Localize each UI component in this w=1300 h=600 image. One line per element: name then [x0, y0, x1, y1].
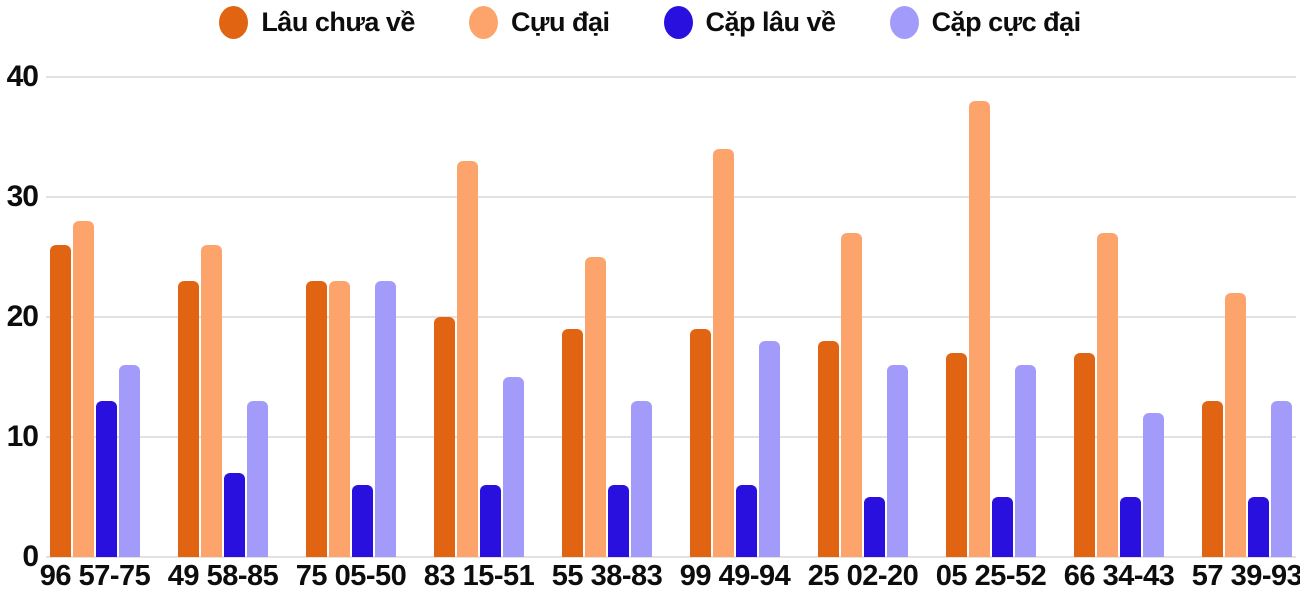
x-axis-label: 83 15-51	[423, 560, 535, 592]
legend-item-cap-cuc-ai[interactable]: Cặp cực đại	[889, 6, 1082, 39]
bar-cuu-ai[interactable]	[457, 161, 478, 557]
legend-item-cap-lau-ve[interactable]: Cặp lâu về	[663, 6, 837, 39]
legend-dot-icon	[663, 6, 693, 39]
bar-cap-lau-ve[interactable]	[480, 485, 501, 557]
legend-item-cuu-ai[interactable]: Cựu đại	[468, 6, 610, 39]
bar-cap-lau-ve[interactable]	[864, 497, 885, 557]
bar-cuu-ai[interactable]	[201, 245, 222, 557]
plot-area	[46, 76, 1296, 558]
bar-lau-chua-ve[interactable]	[818, 341, 839, 557]
bar-cap-lau-ve[interactable]	[736, 485, 757, 557]
bar-group	[946, 77, 1036, 557]
x-axis-label: 66 34-43	[1063, 560, 1175, 592]
bar-group	[434, 77, 524, 557]
legend-item-label: Lâu chưa về	[261, 7, 415, 37]
bar-cap-lau-ve[interactable]	[352, 485, 373, 557]
gridline	[46, 556, 1296, 558]
chart-legend: Lâu chưa về Cựu đại Cặp lâu về Cặp cực đại	[0, 6, 1300, 39]
x-axis-label: 96 57-75	[39, 560, 151, 592]
x-axis-label: 55 38-83	[551, 560, 663, 592]
bar-cap-lau-ve[interactable]	[96, 401, 117, 557]
bar-cap-lau-ve[interactable]	[224, 473, 245, 557]
bar-cap-cuc-ai[interactable]	[759, 341, 780, 557]
y-tick-label: 40	[6, 60, 39, 93]
bar-lau-chua-ve[interactable]	[690, 329, 711, 557]
bar-lau-chua-ve[interactable]	[1074, 353, 1095, 557]
x-axis-label: 49 58-85	[167, 560, 279, 592]
bar-group	[178, 77, 268, 557]
y-tick-label: 10	[6, 420, 39, 453]
bar-cap-cuc-ai[interactable]	[1271, 401, 1292, 557]
bar-cap-lau-ve[interactable]	[992, 497, 1013, 557]
bar-cuu-ai[interactable]	[713, 149, 734, 557]
bar-cap-cuc-ai[interactable]	[247, 401, 268, 557]
legend-item-label: Cựu đại	[510, 7, 610, 37]
bar-lau-chua-ve[interactable]	[1202, 401, 1223, 557]
bar-group	[50, 77, 140, 557]
bar-cap-cuc-ai[interactable]	[887, 365, 908, 557]
y-tick-label: 30	[6, 180, 39, 213]
bar-lau-chua-ve[interactable]	[434, 317, 455, 557]
bar-group	[1202, 77, 1292, 557]
x-axis: 96 57-75 49 58-85 75 05-50 83 15-51 55 38-83…	[39, 560, 1300, 592]
bar-cuu-ai[interactable]	[1097, 233, 1118, 557]
bar-group	[1074, 77, 1164, 557]
bar-group	[562, 77, 652, 557]
bar-lau-chua-ve[interactable]	[946, 353, 967, 557]
x-axis-label: 05 25-52	[935, 560, 1047, 592]
bar-group	[690, 77, 780, 557]
bar-cuu-ai[interactable]	[1225, 293, 1246, 557]
bar-cuu-ai[interactable]	[585, 257, 606, 557]
gridline	[46, 196, 1296, 198]
bar-group	[306, 77, 396, 557]
legend-dot-icon	[468, 6, 498, 39]
gridline	[46, 436, 1296, 438]
legend-item-label: Cặp lâu về	[705, 7, 837, 37]
bar-cap-cuc-ai[interactable]	[119, 365, 140, 557]
bar-lau-chua-ve[interactable]	[562, 329, 583, 557]
x-axis-label: 25 02-20	[807, 560, 919, 592]
gridline	[46, 316, 1296, 318]
x-axis-label: 57 39-93	[1191, 560, 1300, 592]
legend-item-label: Cặp cực đại	[931, 7, 1082, 37]
bar-cap-lau-ve[interactable]	[1248, 497, 1269, 557]
bar-group	[818, 77, 908, 557]
bar-cap-cuc-ai[interactable]	[1143, 413, 1164, 557]
bar-lau-chua-ve[interactable]	[178, 281, 199, 557]
bar-cuu-ai[interactable]	[969, 101, 990, 557]
bar-cap-cuc-ai[interactable]	[375, 281, 396, 557]
bar-cap-cuc-ai[interactable]	[1015, 365, 1036, 557]
bar-cuu-ai[interactable]	[73, 221, 94, 557]
bar-cap-lau-ve[interactable]	[1120, 497, 1141, 557]
bars-grid	[46, 77, 1296, 557]
bar-cap-cuc-ai[interactable]	[631, 401, 652, 557]
x-axis-label: 99 49-94	[679, 560, 791, 592]
bar-cuu-ai[interactable]	[329, 281, 350, 557]
y-axis: 0 10 20 30 40	[0, 61, 40, 573]
bar-cuu-ai[interactable]	[841, 233, 862, 557]
x-axis-label: 75 05-50	[295, 560, 407, 592]
y-tick-label: 20	[6, 300, 39, 333]
gridline	[46, 76, 1296, 78]
bar-cap-cuc-ai[interactable]	[503, 377, 524, 557]
bar-cap-lau-ve[interactable]	[608, 485, 629, 557]
legend-dot-icon	[219, 6, 249, 39]
legend-dot-icon	[889, 6, 919, 39]
y-tick-label: 0	[22, 540, 39, 573]
bar-lau-chua-ve[interactable]	[50, 245, 71, 557]
bar-lau-chua-ve[interactable]	[306, 281, 327, 557]
legend-item-lau-chua-ve[interactable]: Lâu chưa về	[219, 6, 415, 39]
